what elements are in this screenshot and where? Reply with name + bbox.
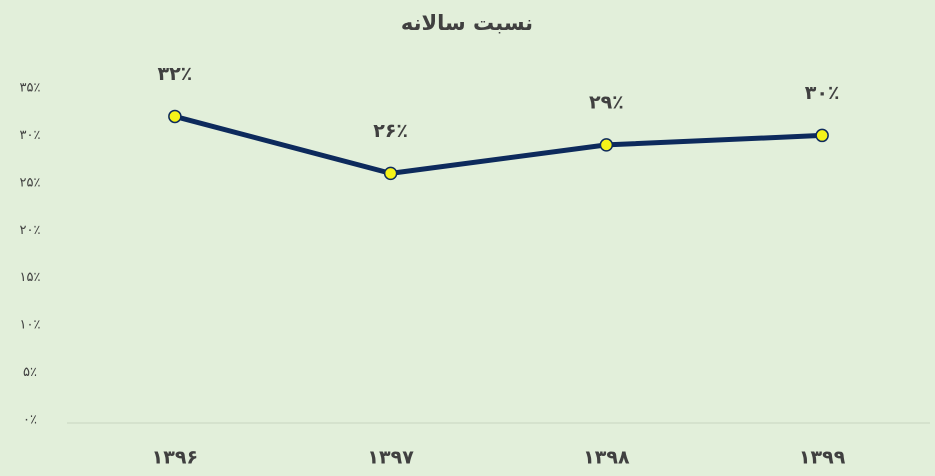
data-label: ۲۹٪ [589,91,624,113]
marker [383,166,398,181]
y-tick-label: ۳۰٪ [20,128,41,143]
y-tick-label: ۲۵٪ [20,175,41,190]
x-tick-label: ۱۳۹۶ [152,447,198,469]
y-tick-label: ۳۵٪ [20,81,41,96]
marker [599,138,614,152]
line [174,114,823,176]
data-label: ۳۲٪ [157,63,192,85]
y-tick-label: ۱۰٪ [20,318,41,333]
marker [815,128,829,143]
x-tick-label: ۱۳۹۸ [583,447,630,469]
chart-title: نسبت سالانه [401,11,533,35]
y-tick-label: ۵٪ [23,365,37,380]
data-label: ۳۰٪ [805,82,840,104]
x-tick-label: ۱۳۹۷ [367,447,414,469]
marker [168,109,182,124]
y-tick-label: ۲۰٪ [20,223,41,238]
y-tick-label: ۱۵٪ [20,270,41,285]
y-tick-label: ۰٪ [23,413,37,428]
x-tick-label: ۱۳۹۹ [799,447,846,469]
data-label: ۲۶٪ [373,120,408,142]
